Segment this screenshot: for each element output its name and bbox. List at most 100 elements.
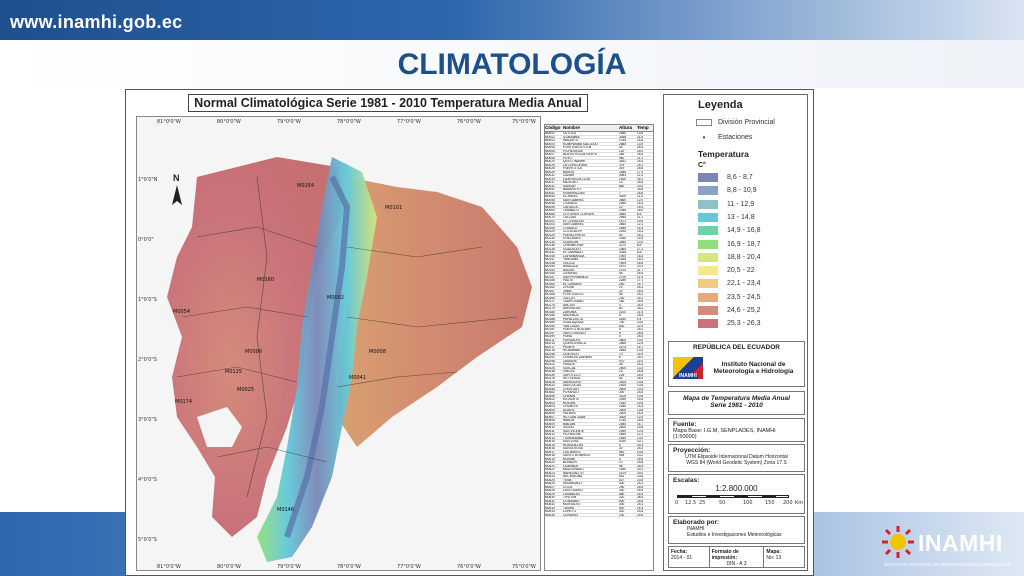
table-cell: M0053: [545, 195, 555, 198]
table-cell: GUALACEO: [563, 247, 581, 250]
table-cell: ZAPOTILLO: [563, 373, 581, 376]
table-cell: 25,3: [637, 443, 644, 446]
site-url[interactable]: www.inamhi.gob.ec: [10, 12, 183, 32]
institute-line2: Meteorología e Hidrología: [713, 368, 794, 375]
table-cell: PENIPE: [563, 345, 575, 348]
table-row: M0051 BABAHOYO 7 25,8: [545, 188, 653, 192]
table-cell: LA TOLA: [563, 132, 576, 135]
table-row: M0521 QUININDE 98 25,4: [545, 465, 653, 468]
table-cell: 13,5: [637, 132, 644, 135]
page-title: CLIMATOLOGÍA: [397, 48, 627, 81]
table-cell: M0448: [545, 387, 555, 390]
table-cell: CHANIN: [563, 394, 576, 397]
table-cell: M0522: [545, 468, 555, 471]
table-cell: M0505: [545, 408, 555, 411]
temperature-class: 24,6 - 25,2: [698, 306, 760, 315]
temperature-title: Temperatura: [698, 149, 749, 159]
table-cell: 300: [619, 503, 625, 506]
table-cell: PUERTO BOLIVAR: [563, 328, 591, 331]
table-cell: 9,4: [637, 317, 642, 320]
table-row: M0211 PUNGALES 2800 13,0: [545, 339, 653, 342]
table-row: M0503 HUIGRA 1180 20,5: [545, 401, 653, 405]
temperature-class: 16,9 - 18,7: [698, 239, 761, 249]
table-cell: 14,5: [637, 412, 644, 415]
table-cell: 19,0: [637, 471, 644, 474]
table-row: M0517 LAS NAVES 540 23,6: [545, 451, 653, 454]
table-cell: 14,4: [637, 405, 644, 408]
table-cell: M0004: [545, 142, 555, 145]
table-cell: 23,0: [637, 184, 644, 187]
table-cell: M0031: [545, 174, 555, 177]
table-cell: MACAS: [563, 268, 575, 271]
table-cell: 2400: [619, 412, 627, 415]
map-name-line2: Serie 1981 - 2010: [710, 402, 763, 409]
table-cell: 400: [619, 482, 625, 485]
table-cell: 880: [619, 184, 625, 187]
table-cell: 3: [619, 303, 621, 306]
temperature-class: 13 - 14,8: [698, 212, 755, 222]
table-cell: NUEVO ROCAFUERTE: [563, 153, 598, 156]
table-cell: MALDONADO: [563, 468, 584, 471]
table-cell: 1672: [619, 265, 627, 268]
table-row: M0535 CURARAY 230 25,5: [545, 513, 653, 517]
table-cell: ZARUMA: [563, 310, 577, 313]
table-cell: COTOPAXI CLIRSEN: [563, 212, 594, 215]
table-cell: 230: [619, 513, 625, 516]
table-cell: 225: [619, 373, 625, 376]
table-cell: M0527: [545, 485, 555, 488]
table-cell: RIO VERDE: [563, 377, 581, 380]
table-cell: M0169: [545, 296, 555, 299]
amazon-region: [337, 177, 532, 447]
table-cell: M0024: [545, 160, 555, 163]
table-row: M0502 RICAURTE 2390 14,6: [545, 398, 653, 402]
table-cell: 12,0: [637, 198, 644, 201]
temperature-class: 18,8 - 20,4: [698, 252, 760, 262]
table-row: M0188 PAPALLACTA 3150 9,4: [545, 317, 653, 321]
table-cell: RICAURTE: [563, 398, 580, 401]
table-cell: M0432: [545, 384, 555, 387]
table-cell: M0531: [545, 499, 555, 502]
table-cell: 1950: [619, 254, 627, 257]
table-row: M0291 CHARLES DARWIN 6 24,0: [545, 356, 653, 360]
table-cell: 3150: [619, 317, 627, 320]
table-cell: 2525: [619, 384, 627, 387]
table-cell: MISAHUALLI: [563, 482, 582, 485]
table-cell: M0180: [545, 310, 555, 313]
table-cell: 960: [619, 156, 625, 159]
table-cell: 2280: [619, 405, 627, 408]
table-cell: M0185: [545, 314, 555, 317]
table-row: M0001 LA TOLA 2480 13,5: [545, 132, 653, 136]
temperature-swatch: [698, 292, 718, 302]
table-cell: M0059: [545, 205, 555, 208]
table-cell: PICHINCHA: [563, 433, 581, 436]
table-cell: 8: [619, 331, 621, 334]
table-cell: 2640: [619, 422, 627, 425]
temperature-label: 16,9 - 18,7: [727, 240, 761, 248]
table-row: M0146 CARIAMANGA 1950 18,3: [545, 254, 653, 258]
table-cell: COTACACHI: [563, 230, 582, 233]
scale-box: Escalas: 1:2.800.000 0 12.5 25 50 100 15…: [668, 474, 805, 514]
table-cell: M0191: [545, 328, 555, 331]
table-cell: YANTZAZA: [563, 324, 580, 327]
table-cell: 24,8: [637, 510, 644, 513]
table-cell: 25,5: [637, 513, 644, 516]
table-cell: 25,8: [637, 370, 644, 373]
table-row: M0199 PUNA 5 25,4: [545, 335, 653, 339]
table-cell: 14,8: [637, 419, 644, 422]
table-cell: JULCUY: [563, 296, 576, 299]
country-name: REPÚBLICA DEL ECUADOR: [692, 344, 781, 351]
table-cell: 16,6: [637, 261, 644, 264]
table-cell: M0162: [545, 286, 555, 289]
table-cell: 24,3: [637, 482, 644, 485]
table-row: M0005 PORTOVIEJO UTM 44 25,4: [545, 146, 653, 150]
table-cell: 3000: [619, 195, 627, 198]
table-cell: 25,4: [637, 373, 644, 376]
andes-region: [257, 157, 377, 562]
table-row: M0533 TAISHA 500 24,3: [545, 507, 653, 510]
table-cell: M0168: [545, 293, 555, 296]
table-cell: M0041: [545, 184, 555, 187]
table-cell: CAMPOSANO: [563, 300, 584, 303]
table-row: M0162 CHONE 20 25,3: [545, 286, 653, 290]
table-cell: M0503: [545, 401, 555, 404]
table-cell: M0378: [545, 377, 555, 380]
